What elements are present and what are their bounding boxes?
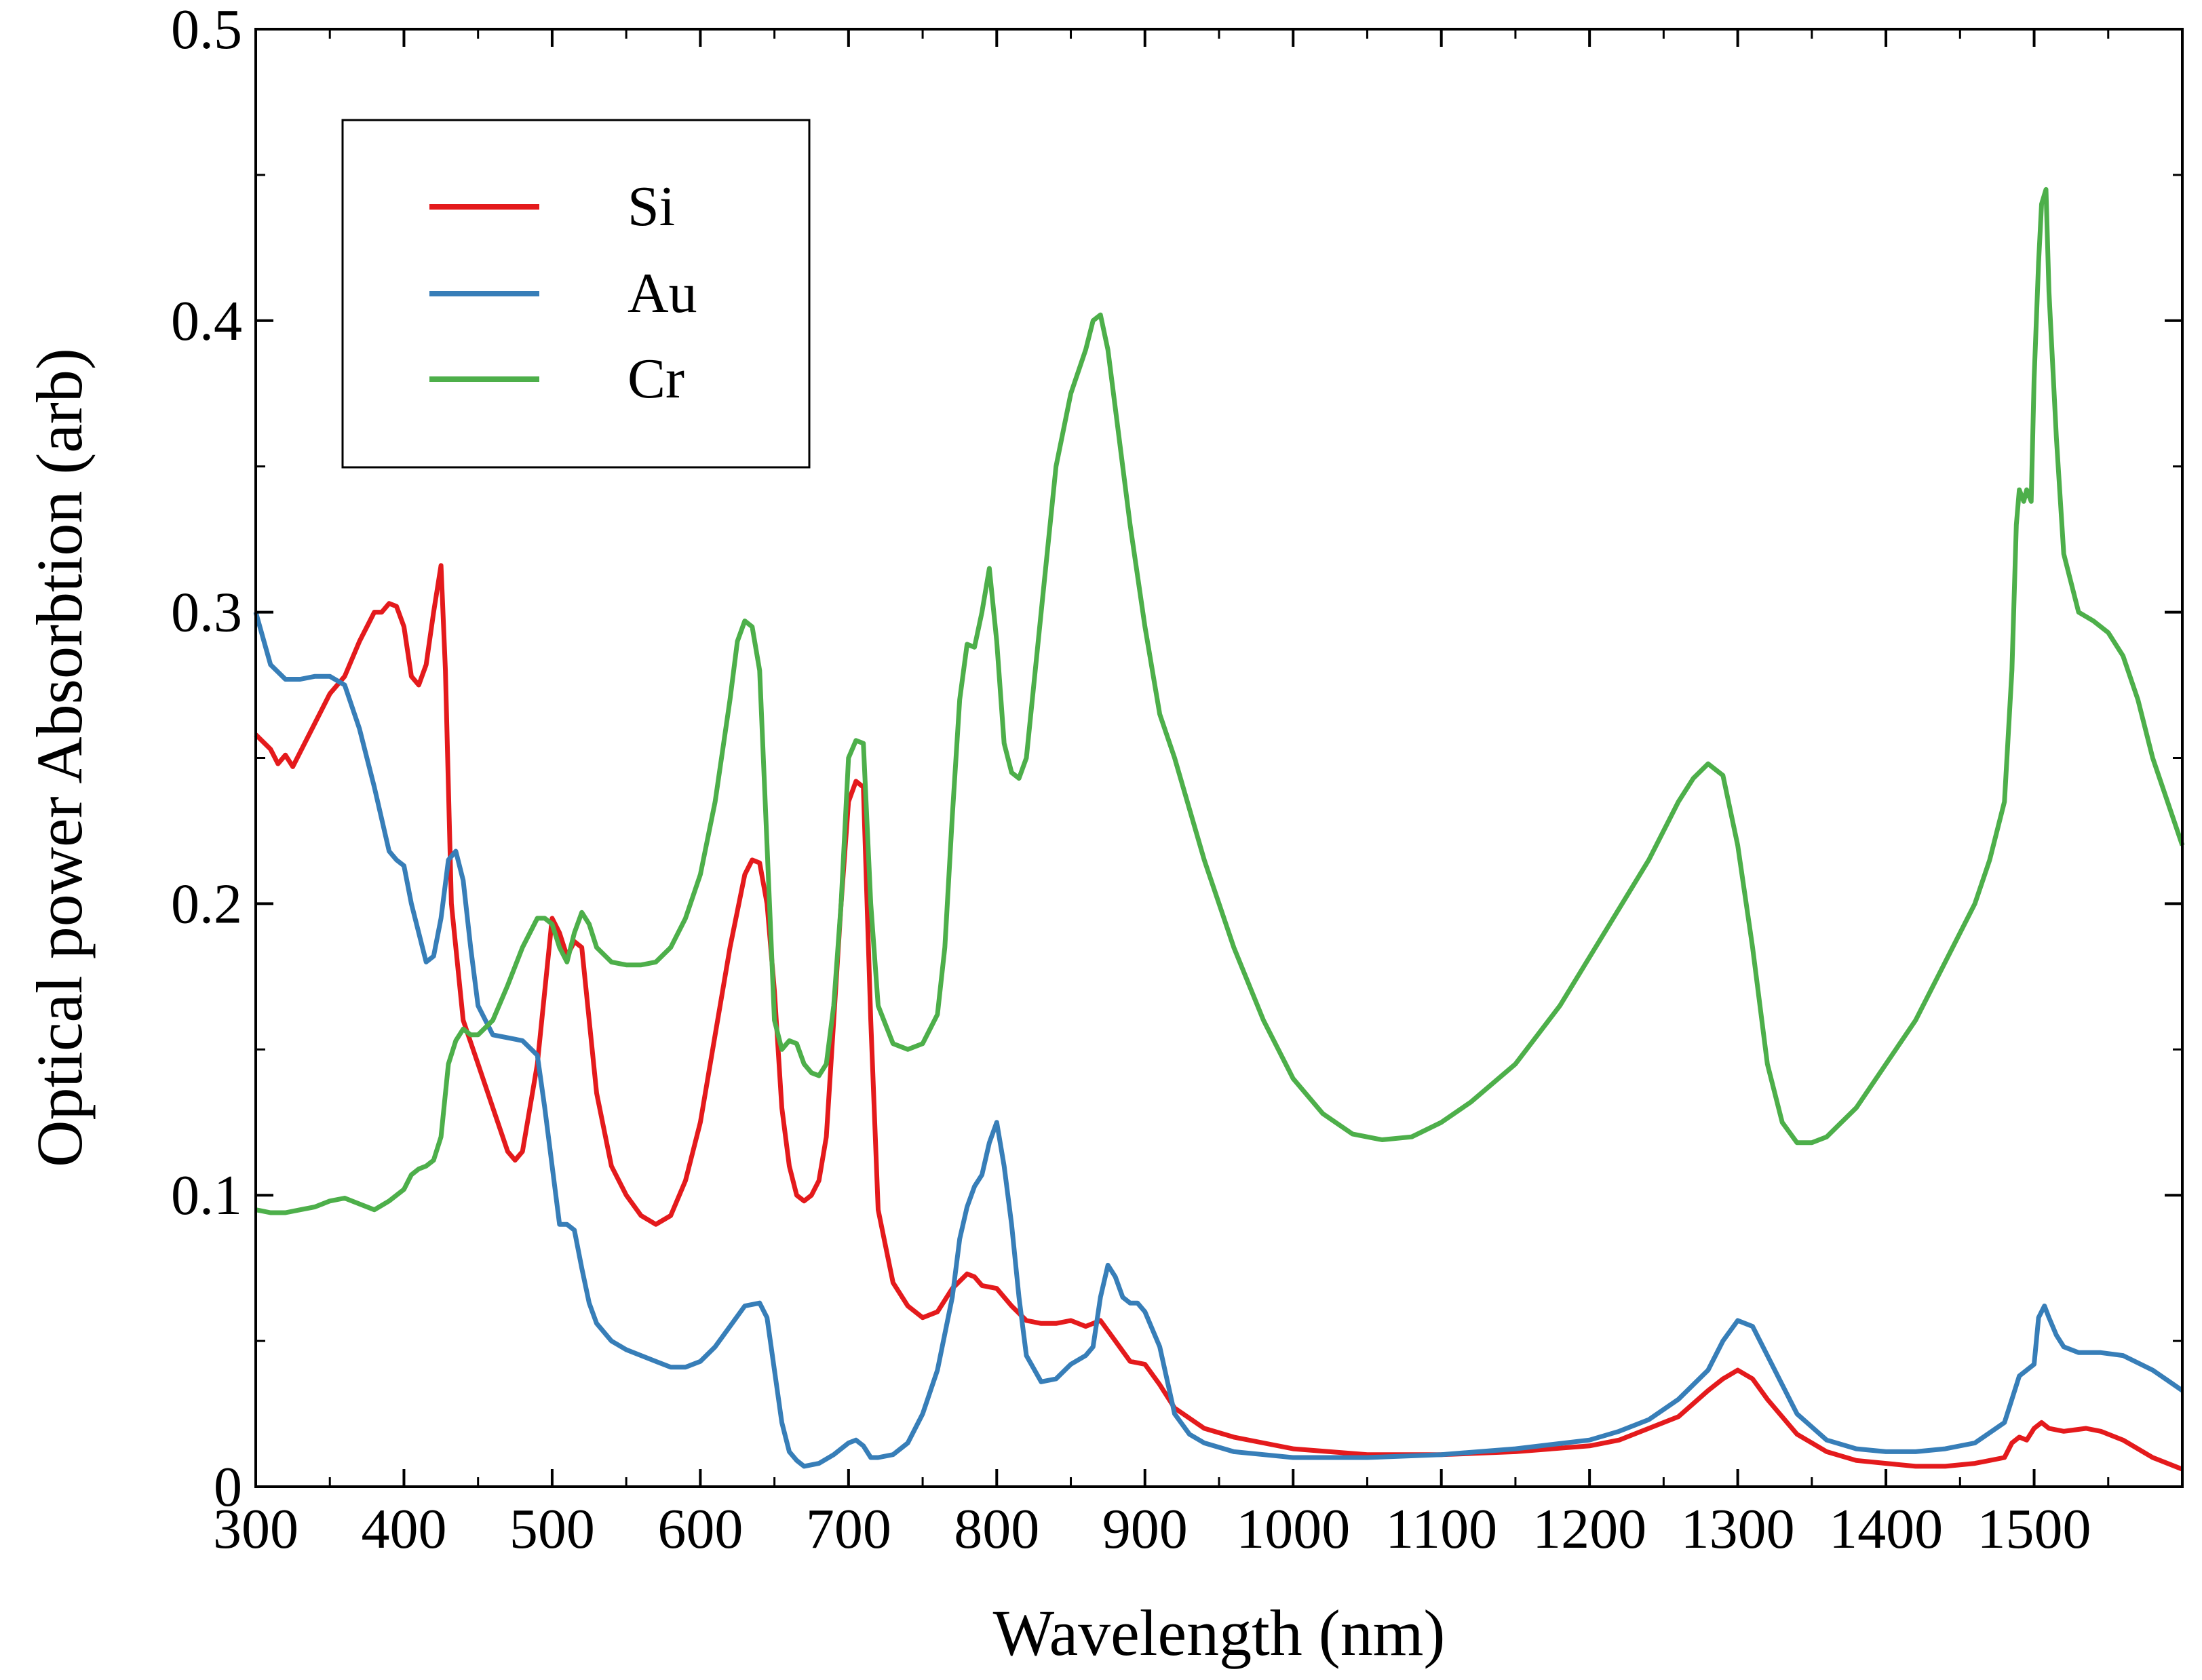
y-tick-label: 0.5 bbox=[171, 0, 242, 61]
x-tick-label: 1300 bbox=[1681, 1498, 1795, 1561]
legend-label-si: Si bbox=[627, 175, 675, 238]
x-tick-label: 1200 bbox=[1532, 1498, 1646, 1561]
series-line-cr bbox=[255, 187, 2185, 1215]
y-tick-label: 0.3 bbox=[171, 581, 242, 644]
x-tick-label: 600 bbox=[657, 1498, 743, 1561]
series-layer bbox=[253, 187, 2185, 1472]
x-tick-label: 700 bbox=[806, 1498, 891, 1561]
x-tick-label: 300 bbox=[213, 1498, 298, 1561]
x-tick-label: 1400 bbox=[1829, 1498, 1943, 1561]
x-axis-title: Wavelength (nm) bbox=[993, 1597, 1446, 1669]
y-tick-label: 0.1 bbox=[171, 1164, 242, 1227]
y-tick-label: 0.2 bbox=[171, 872, 242, 935]
x-tick-label: 1500 bbox=[1977, 1498, 2091, 1561]
x-tick-label: 1000 bbox=[1236, 1498, 1350, 1561]
ticks-layer: 300 400 500 600 700 800 900 1000 1100 1200 1300 140… bbox=[171, 0, 2182, 1561]
y-axis-title: Optical power Absorbtion (arb) bbox=[23, 348, 96, 1167]
y-tick-label: 0 bbox=[214, 1456, 242, 1519]
y-tick-label: 0.4 bbox=[171, 290, 242, 353]
x-tick-label: 500 bbox=[509, 1498, 595, 1561]
series-line-si bbox=[254, 563, 2184, 1472]
x-tick-label: 800 bbox=[954, 1498, 1039, 1561]
legend-label-cr: Cr bbox=[627, 347, 684, 410]
x-tick-label: 900 bbox=[1102, 1498, 1188, 1561]
legend: Si Au Cr bbox=[341, 119, 811, 469]
series-line-au bbox=[253, 611, 2184, 1469]
legend-box bbox=[341, 119, 811, 469]
x-tick-label: 1100 bbox=[1385, 1498, 1497, 1561]
x-tick-label: 400 bbox=[361, 1498, 446, 1561]
legend-label-au: Au bbox=[627, 262, 697, 325]
